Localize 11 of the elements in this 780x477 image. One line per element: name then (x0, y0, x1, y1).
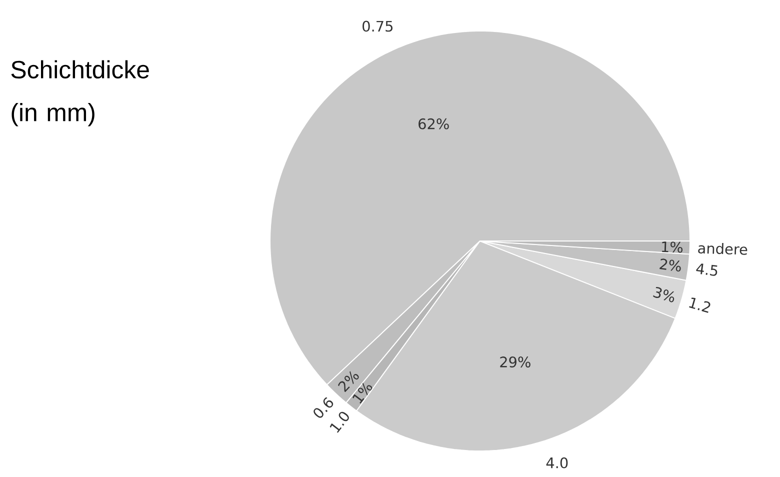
slice-label: 4.0 (546, 457, 568, 468)
slice-label: 0.75 (362, 20, 393, 32)
text: Schichtdicke (in mm) (11, 60, 149, 126)
data-label: 29% (500, 356, 530, 368)
data-label: 3% (653, 286, 674, 302)
slice-label: 4.5 (696, 264, 718, 276)
data-label: 1% (662, 242, 683, 253)
data-label: 62% (418, 118, 449, 130)
slice-label: 1.2 (689, 298, 710, 313)
data-label: 2% (660, 258, 681, 272)
slice-label: andere (698, 243, 748, 255)
